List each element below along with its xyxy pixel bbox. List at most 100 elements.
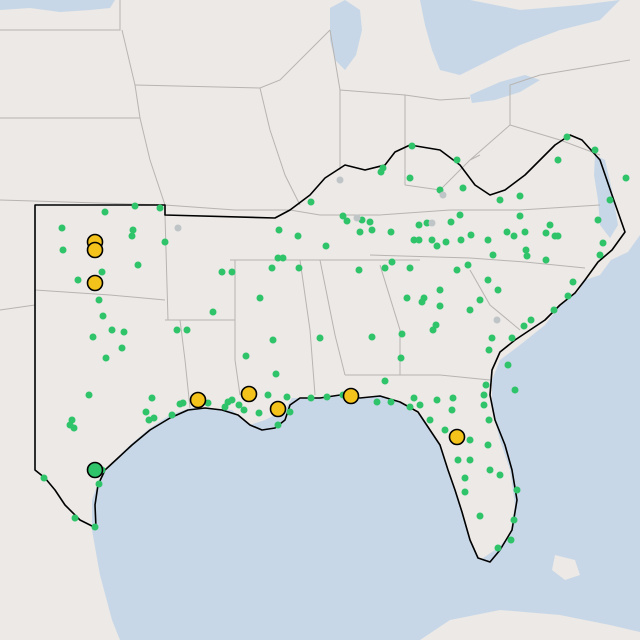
yellow-circle-icon[interactable] xyxy=(269,400,287,418)
green-circle-icon[interactable] xyxy=(436,286,444,294)
green-circle-icon[interactable] xyxy=(466,436,474,444)
green-circle-icon[interactable] xyxy=(426,416,434,424)
green-circle-icon[interactable] xyxy=(564,292,572,300)
green-circle-icon[interactable] xyxy=(516,192,524,200)
green-circle-icon[interactable] xyxy=(484,236,492,244)
green-circle-icon[interactable] xyxy=(459,184,467,192)
green-circle-icon[interactable] xyxy=(307,394,315,402)
green-circle-icon[interactable] xyxy=(480,391,488,399)
green-circle-icon[interactable] xyxy=(183,326,191,334)
green-circle-icon[interactable] xyxy=(71,514,79,522)
green-circle-icon[interactable] xyxy=(150,414,158,422)
green-circle-icon[interactable] xyxy=(279,254,287,262)
green-circle-icon[interactable] xyxy=(503,228,511,236)
green-circle-icon[interactable] xyxy=(484,441,492,449)
green-circle-icon[interactable] xyxy=(108,326,116,334)
green-circle-icon[interactable] xyxy=(507,536,515,544)
green-circle-icon[interactable] xyxy=(423,219,431,227)
green-circle-icon[interactable] xyxy=(102,354,110,362)
yellow-circle-icon[interactable] xyxy=(342,387,360,405)
green-circle-icon[interactable] xyxy=(591,146,599,154)
green-circle-icon[interactable] xyxy=(264,391,272,399)
green-circle-icon[interactable] xyxy=(461,488,469,496)
green-circle-icon[interactable] xyxy=(466,306,474,314)
green-circle-icon[interactable] xyxy=(397,354,405,362)
green-circle-icon[interactable] xyxy=(322,242,330,250)
yellow-circle-icon[interactable] xyxy=(448,428,466,446)
green-circle-icon[interactable] xyxy=(527,316,535,324)
gray-circle-icon[interactable] xyxy=(439,191,447,199)
green-circle-icon[interactable] xyxy=(448,406,456,414)
green-circle-icon[interactable] xyxy=(476,296,484,304)
yellow-circle-icon[interactable] xyxy=(86,274,104,292)
green-circle-icon[interactable] xyxy=(428,236,436,244)
green-circle-icon[interactable] xyxy=(274,254,282,262)
green-circle-icon[interactable] xyxy=(381,377,389,385)
green-circle-icon[interactable] xyxy=(142,408,150,416)
green-circle-icon[interactable] xyxy=(415,236,423,244)
green-circle-icon[interactable] xyxy=(148,394,156,402)
green-circle-icon[interactable] xyxy=(134,261,142,269)
green-circle-icon[interactable] xyxy=(599,239,607,247)
green-circle-icon[interactable] xyxy=(101,208,109,216)
green-circle-icon[interactable] xyxy=(70,424,78,432)
green-circle-icon[interactable] xyxy=(118,344,126,352)
green-circle-icon[interactable] xyxy=(542,229,550,237)
green-circle-icon[interactable] xyxy=(516,212,524,220)
green-circle-icon[interactable] xyxy=(403,294,411,302)
green-circle-icon[interactable] xyxy=(85,391,93,399)
green-circle-icon[interactable] xyxy=(480,401,488,409)
green-circle-icon[interactable] xyxy=(466,456,474,464)
gray-circle-icon[interactable] xyxy=(493,316,501,324)
green-circle-icon[interactable] xyxy=(496,196,504,204)
green-circle-icon[interactable] xyxy=(433,396,441,404)
green-circle-icon[interactable] xyxy=(256,294,264,302)
green-circle-icon[interactable] xyxy=(453,156,461,164)
green-circle-icon[interactable] xyxy=(442,238,450,246)
green-circle-icon[interactable] xyxy=(489,251,497,259)
green-circle-icon[interactable] xyxy=(275,226,283,234)
green-circle-icon[interactable] xyxy=(467,231,475,239)
gray-circle-icon[interactable] xyxy=(353,214,361,222)
green-circle-icon[interactable] xyxy=(447,218,455,226)
green-circle-icon[interactable] xyxy=(156,204,164,212)
green-circle-icon[interactable] xyxy=(173,326,181,334)
highlight-circle-icon[interactable] xyxy=(86,461,104,479)
yellow-circle-icon[interactable] xyxy=(86,241,104,259)
green-circle-icon[interactable] xyxy=(622,174,630,182)
green-circle-icon[interactable] xyxy=(221,403,229,411)
green-circle-icon[interactable] xyxy=(269,336,277,344)
green-circle-icon[interactable] xyxy=(168,411,176,419)
green-circle-icon[interactable] xyxy=(323,393,331,401)
green-circle-icon[interactable] xyxy=(504,361,512,369)
green-circle-icon[interactable] xyxy=(485,416,493,424)
green-circle-icon[interactable] xyxy=(40,474,48,482)
green-circle-icon[interactable] xyxy=(89,333,97,341)
green-circle-icon[interactable] xyxy=(554,232,562,240)
green-circle-icon[interactable] xyxy=(316,334,324,342)
green-circle-icon[interactable] xyxy=(554,156,562,164)
green-circle-icon[interactable] xyxy=(406,403,414,411)
green-circle-icon[interactable] xyxy=(343,217,351,225)
green-circle-icon[interactable] xyxy=(179,399,187,407)
green-circle-icon[interactable] xyxy=(494,286,502,294)
green-circle-icon[interactable] xyxy=(436,302,444,310)
green-circle-icon[interactable] xyxy=(387,228,395,236)
green-circle-icon[interactable] xyxy=(542,256,550,264)
green-circle-icon[interactable] xyxy=(95,296,103,304)
green-circle-icon[interactable] xyxy=(508,334,516,342)
green-circle-icon[interactable] xyxy=(496,471,504,479)
green-circle-icon[interactable] xyxy=(381,264,389,272)
green-circle-icon[interactable] xyxy=(283,393,291,401)
green-circle-icon[interactable] xyxy=(91,523,99,531)
green-circle-icon[interactable] xyxy=(339,212,347,220)
green-circle-icon[interactable] xyxy=(255,409,263,417)
green-circle-icon[interactable] xyxy=(368,333,376,341)
yellow-circle-icon[interactable] xyxy=(189,391,207,409)
green-circle-icon[interactable] xyxy=(398,330,406,338)
green-circle-icon[interactable] xyxy=(510,232,518,240)
green-circle-icon[interactable] xyxy=(58,224,66,232)
green-circle-icon[interactable] xyxy=(416,401,424,409)
green-circle-icon[interactable] xyxy=(510,516,518,524)
green-circle-icon[interactable] xyxy=(268,264,276,272)
